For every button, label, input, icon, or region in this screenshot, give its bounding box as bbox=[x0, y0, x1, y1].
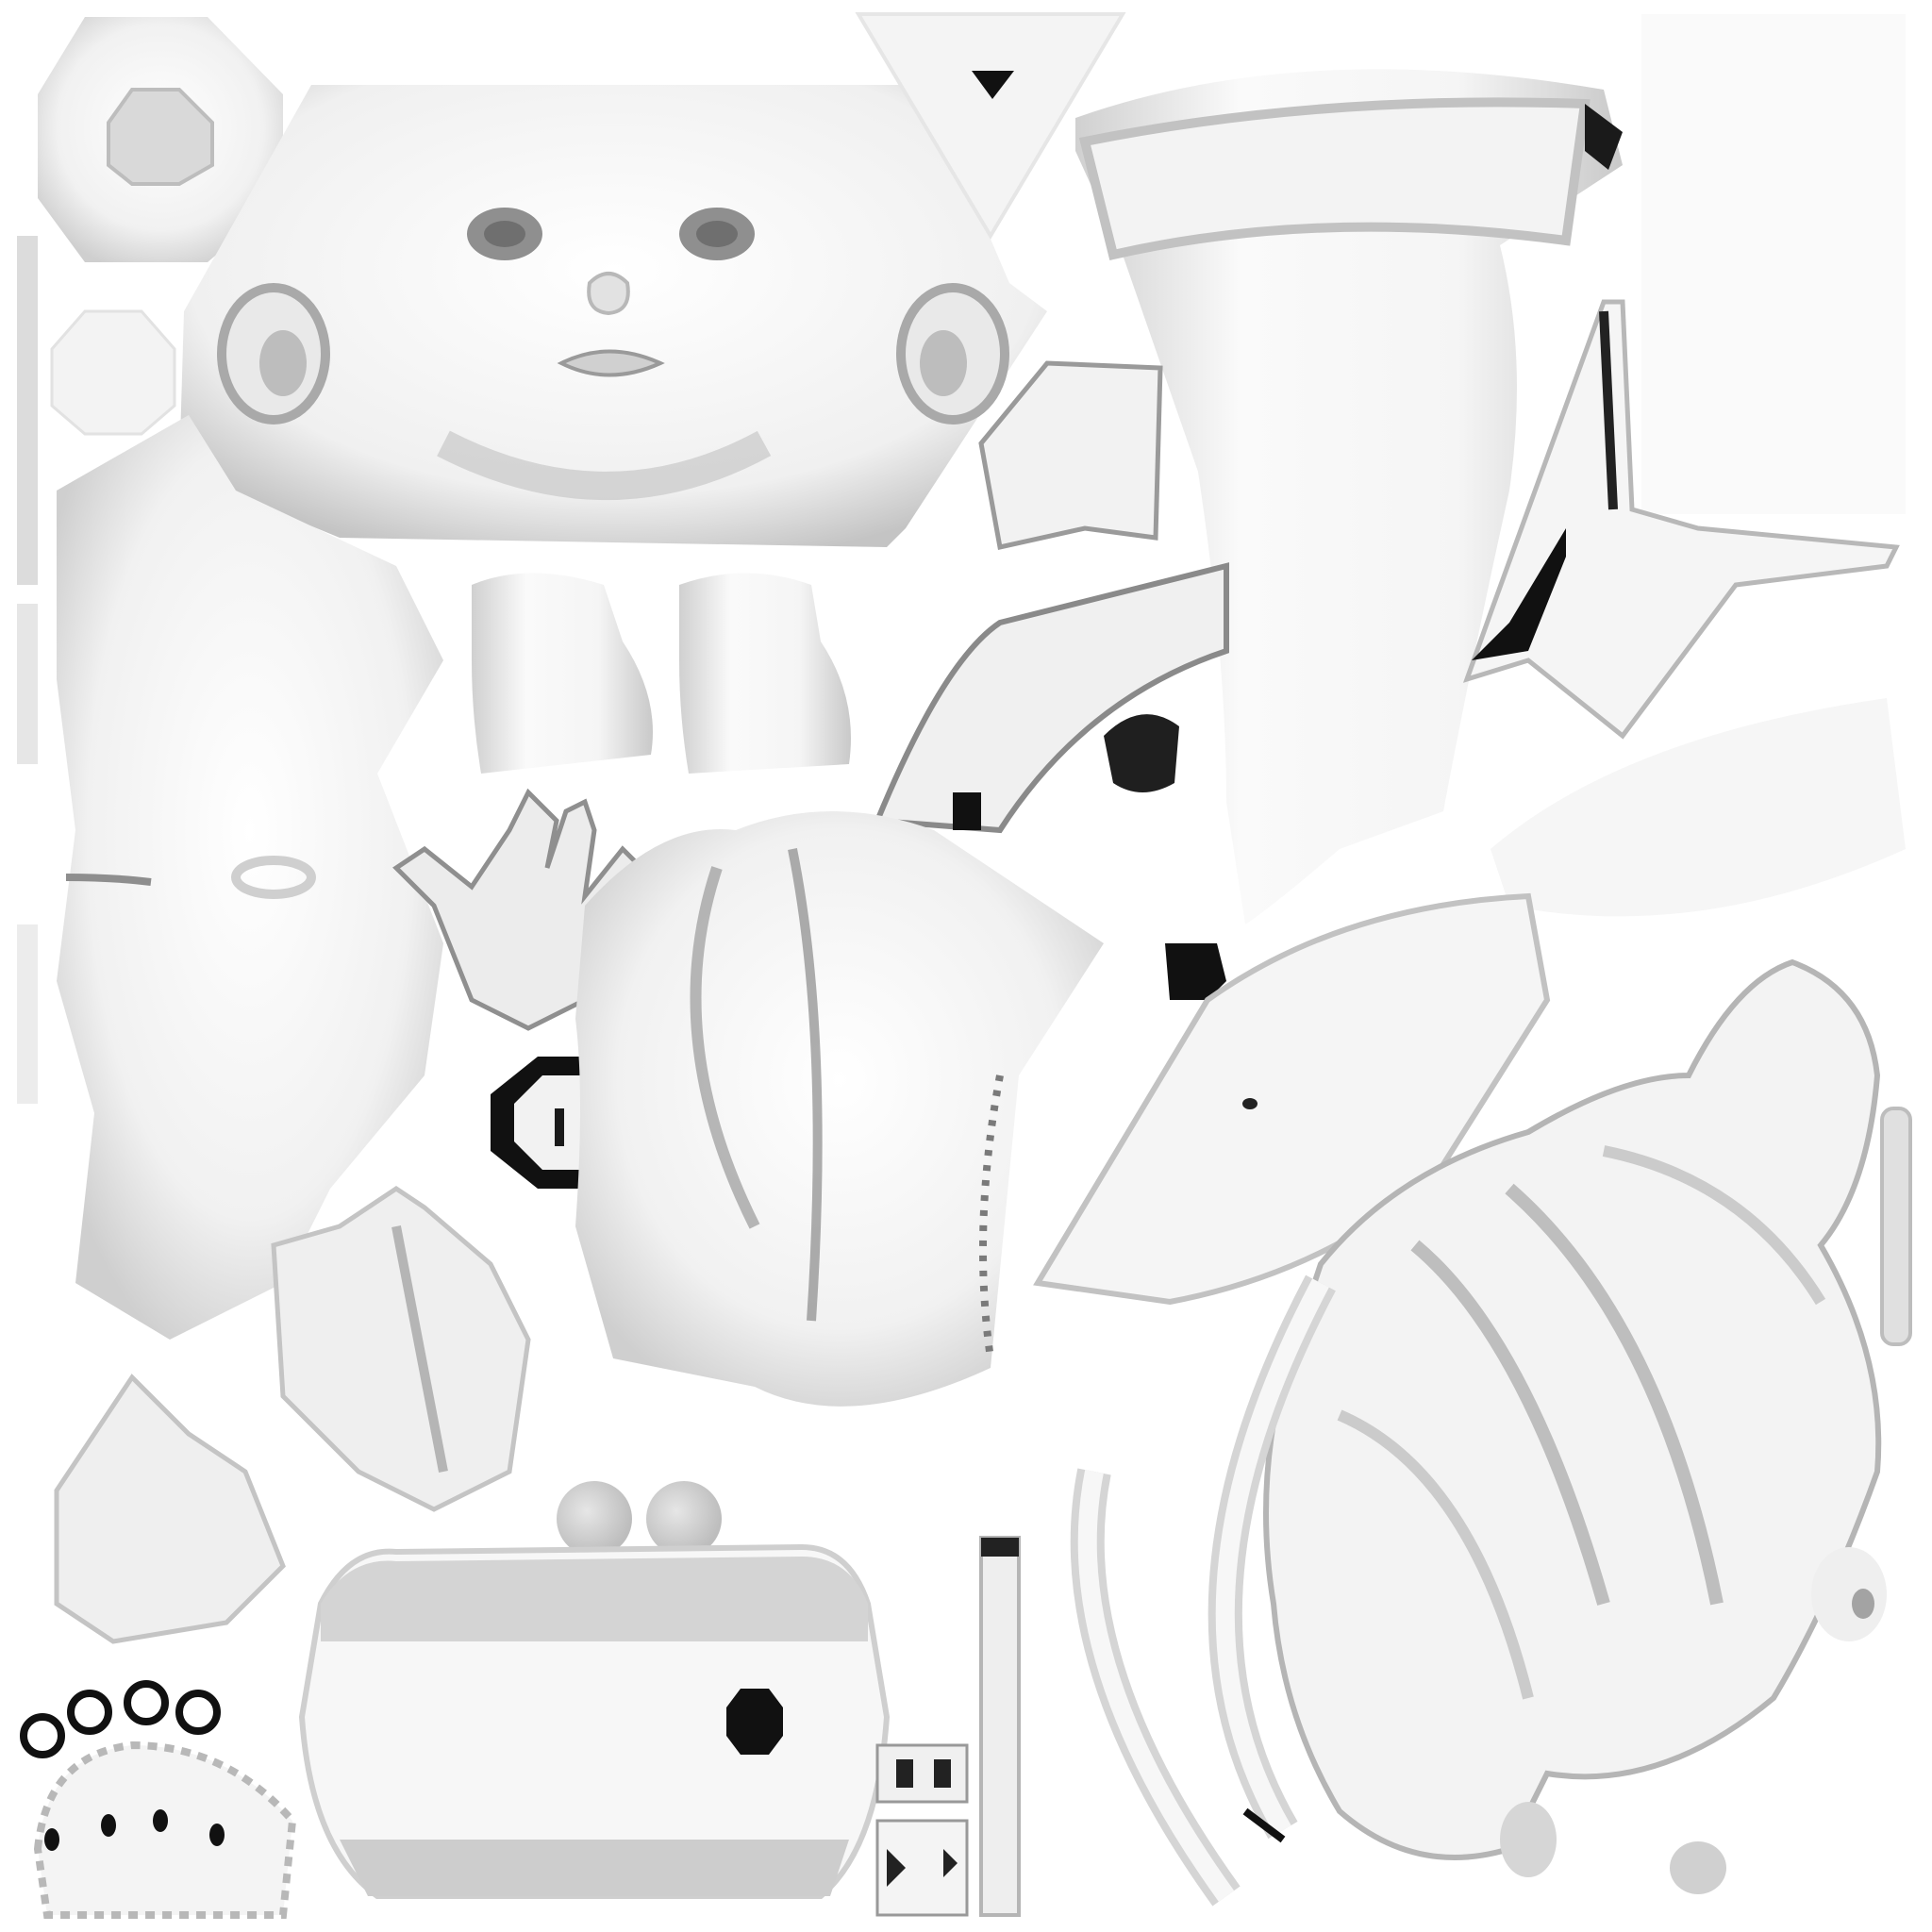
hair bbox=[1263, 958, 1882, 1860]
dress-body bbox=[575, 811, 1104, 1407]
foot-left bbox=[54, 1374, 286, 1644]
boot-right bbox=[1462, 299, 1900, 740]
upper-leg bbox=[1075, 69, 1623, 925]
rings bbox=[20, 1680, 221, 1758]
left-arm bbox=[472, 573, 653, 774]
pale-patch bbox=[1641, 14, 1906, 514]
ruffle-cuff bbox=[33, 1740, 297, 1919]
left-strip bbox=[17, 236, 38, 1104]
nose bbox=[587, 272, 630, 316]
eye-cap-top bbox=[38, 17, 283, 262]
right-ear bbox=[896, 283, 1009, 425]
face bbox=[179, 85, 1047, 547]
strap bbox=[873, 562, 1229, 834]
collar-triangle bbox=[855, 12, 1126, 240]
spheres bbox=[557, 1481, 722, 1557]
small-tiles bbox=[875, 1743, 969, 1917]
torso-back bbox=[57, 415, 443, 1340]
dress-panel bbox=[1033, 892, 1551, 1306]
ribbons bbox=[1070, 1274, 1336, 1907]
buckle bbox=[1104, 714, 1226, 1000]
eye-cap-small bbox=[50, 309, 176, 436]
shoe-tongue bbox=[978, 360, 1163, 551]
right-arm bbox=[679, 573, 851, 774]
vertical-bar bbox=[979, 1536, 1021, 1917]
sole-hole bbox=[726, 1689, 783, 1755]
pale-wing bbox=[1491, 698, 1906, 917]
small-parts bbox=[1500, 1107, 1912, 1894]
left-ear bbox=[217, 283, 330, 425]
shoe-sole bbox=[298, 1543, 891, 1899]
mouth bbox=[557, 349, 665, 377]
hand-left bbox=[271, 1185, 531, 1512]
